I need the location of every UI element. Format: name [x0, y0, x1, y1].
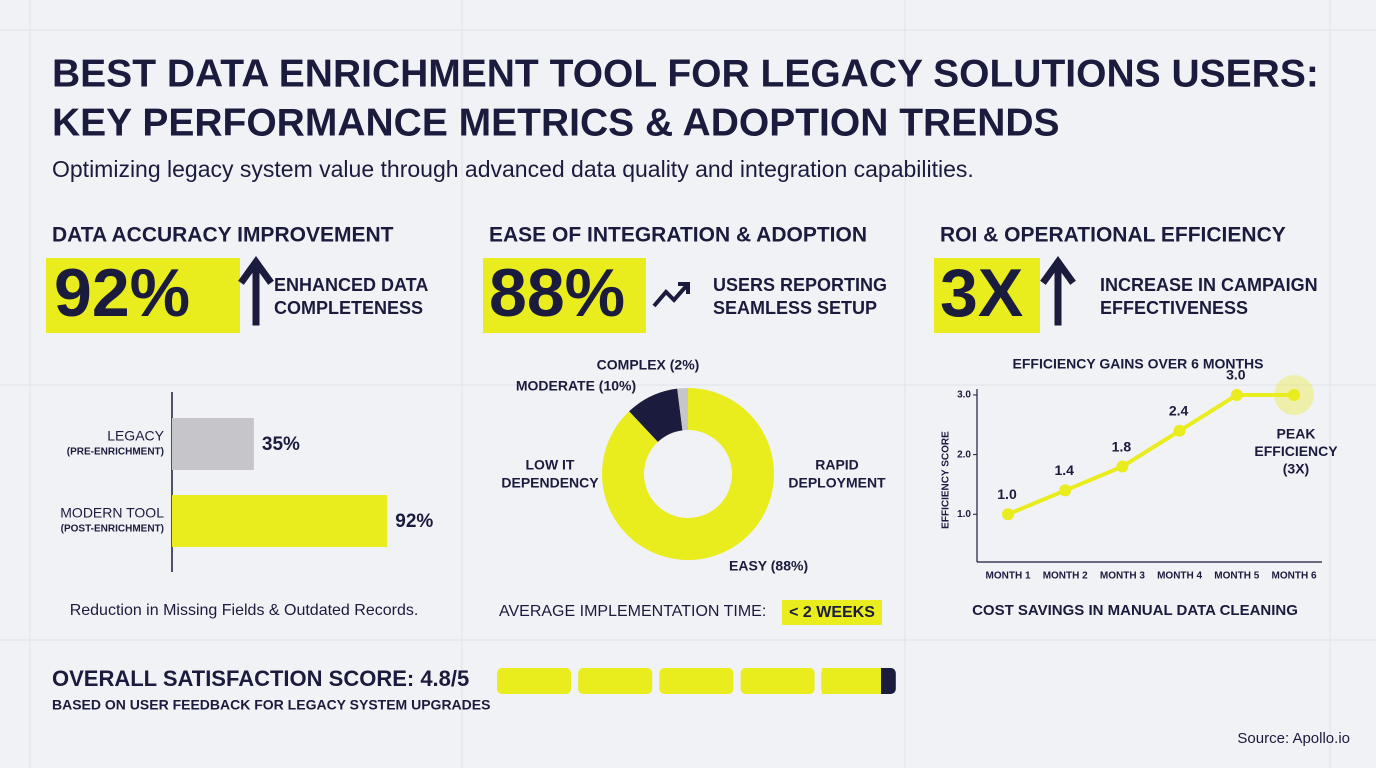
value-label: 1.8 [1112, 438, 1132, 454]
donut-slice [602, 388, 775, 560]
y-axis-label: EFFICIENCY SCORE [941, 431, 952, 529]
donut-annotation: LOW IT [526, 457, 575, 473]
subtitle: Optimizing legacy system value through a… [52, 156, 974, 182]
caption-highlight [782, 600, 882, 625]
kpi-highlight [46, 258, 240, 333]
x-tick-label: MONTH 1 [986, 571, 1031, 582]
kpi-text: INCREASE IN CAMPAIGN [1100, 275, 1318, 295]
title-line: KEY PERFORMANCE METRICS & ADOPTION TREND… [52, 101, 1060, 144]
y-tick-label: 3.0 [957, 390, 971, 401]
rating-segment [497, 668, 571, 694]
category-sublabel: (PRE-ENRICHMENT) [67, 447, 164, 458]
kpi-text: EFFECTIVENESS [1100, 298, 1248, 318]
donut-annotation: DEPENDENCY [501, 475, 599, 491]
value-label: 2.4 [1169, 402, 1189, 418]
x-tick-label: MONTH 2 [1043, 571, 1088, 582]
point [1116, 460, 1129, 473]
rating-segment-cap [821, 668, 828, 694]
kpi-value: 3X [940, 255, 1023, 331]
y-tick-label: 2.0 [957, 449, 971, 460]
panel-caption: COST SAVINGS IN MANUAL DATA CLEANING [972, 602, 1298, 619]
line [1007, 392, 1294, 517]
value-label: 1.0 [997, 486, 1017, 502]
point [1002, 508, 1014, 521]
kpi-value: 88% [489, 255, 625, 331]
kpi-highlight [483, 258, 646, 333]
kpi-text: SEAMLESS SETUP [713, 298, 877, 318]
caption-highlight-text: < 2 WEEKS [789, 604, 875, 621]
donut-annotation: RAPID [815, 457, 859, 473]
kpi-text: ENHANCED DATA [274, 275, 428, 295]
slice-label: MODERATE (10%) [516, 378, 636, 394]
value-label: 35% [262, 434, 300, 455]
point [1288, 388, 1300, 401]
up-arrow-icon [1040, 256, 1076, 326]
x-tick-label: MONTH 6 [1272, 571, 1317, 582]
rating-segment [659, 668, 734, 694]
x-tick-label: MONTH 5 [1214, 571, 1259, 582]
point [1059, 484, 1072, 497]
kpi-value: 92% [54, 255, 190, 331]
peak-annotation: EFFICIENCY [1254, 443, 1338, 459]
x-tick-label: MONTH 4 [1157, 571, 1202, 582]
trend-icon [652, 282, 690, 308]
peak-annotation: (3X) [1283, 461, 1309, 477]
category-label: MODERN TOOL [60, 505, 164, 521]
panel-caption: Reduction in Missing Fields & Outdated R… [70, 602, 419, 619]
bar [172, 418, 254, 470]
up-arrow-icon [238, 256, 274, 326]
title-line: BEST DATA ENRICHMENT TOOL FOR LEGACY SOL… [52, 52, 1319, 95]
rating-segment [578, 668, 653, 694]
kpi-text: USERS REPORTING [713, 275, 887, 295]
donut-annotation: DEPLOYMENT [788, 475, 886, 491]
category-label: LEGACY [107, 428, 164, 444]
point [1173, 424, 1186, 437]
x-tick-label: MONTH 3 [1100, 571, 1145, 582]
rating-segment [821, 668, 881, 694]
value-label: 3.0 [1226, 367, 1246, 383]
slice-label: EASY (88%) [729, 558, 808, 574]
kpi-text: COMPLETENESS [274, 298, 423, 318]
donut-slice [677, 388, 688, 431]
point [1230, 388, 1243, 401]
bar [172, 495, 388, 547]
rating-title: OVERALL SATISFACTION SCORE: 4.8/5 [52, 666, 469, 691]
slice-label: COMPLEX (2%) [597, 357, 700, 373]
rating-segment [740, 668, 815, 694]
panel-heading: ROI & OPERATIONAL EFFICIENCY [940, 224, 1286, 247]
chart-title: EFFICIENCY GAINS OVER 6 MONTHS [1013, 356, 1264, 372]
donut-slice [629, 388, 683, 442]
value-label: 1.4 [1054, 462, 1074, 478]
source: Source: Apollo.io [1237, 730, 1350, 747]
value-label: 92% [395, 511, 433, 532]
y-tick-label: 1.0 [957, 509, 971, 520]
panel-caption: AVERAGE IMPLEMENTATION TIME: [499, 603, 766, 620]
peak-annotation: PEAK [1277, 426, 1316, 442]
panel-heading: DATA ACCURACY IMPROVEMENT [52, 224, 394, 247]
category-sublabel: (POST-ENRICHMENT) [61, 524, 164, 535]
kpi-highlight [934, 258, 1040, 333]
rating-subtitle: BASED ON USER FEEDBACK FOR LEGACY SYSTEM… [52, 697, 490, 713]
panel-heading: EASE OF INTEGRATION & ADOPTION [489, 224, 867, 247]
